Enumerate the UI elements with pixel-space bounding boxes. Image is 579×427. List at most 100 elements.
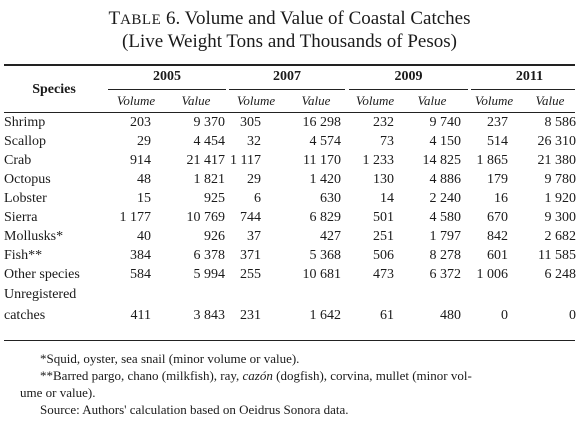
table-cell: 6 372: [429, 267, 462, 282]
bottom-rule: [4, 340, 575, 341]
footnote-fish: **Barred pargo, chano (milkfish), ray, c…: [40, 368, 472, 383]
table-cell: 21 380: [537, 153, 577, 168]
empty-cell: [107, 284, 576, 306]
subheader-volume-2009: Volume: [355, 93, 395, 108]
species-cell: Crab: [4, 153, 32, 168]
year-header-2005: 2005: [153, 69, 181, 84]
table-cell: 14 825: [422, 153, 462, 168]
table-cell: 1 865: [476, 153, 509, 168]
table-cell: 251: [373, 229, 394, 244]
table-cell: 506: [373, 248, 394, 263]
species-cell: Shrimp: [4, 115, 46, 130]
table-cell: 16 298: [302, 115, 342, 130]
table-cell: 630: [320, 191, 341, 206]
table-cell: 3 843: [193, 308, 226, 323]
table-cell: 925: [204, 191, 225, 206]
table-row: Scallop 29 4 454 32 4 574 73 4 150 514 2…: [4, 132, 576, 151]
table-subtitle: (Live Weight Tons and Thousands of Pesos…: [122, 31, 457, 52]
table-cell: 5 368: [309, 248, 342, 263]
table-cell: 6: [254, 191, 261, 206]
table-cell: 914: [130, 153, 151, 168]
table-cell: 179: [487, 172, 508, 187]
table-row: catches 411 3 843 231 1 642 61 480 0 0: [4, 306, 576, 326]
table-cell: 6 829: [309, 210, 342, 225]
species-cell: Fish**: [4, 248, 43, 263]
table-cell: 480: [440, 308, 461, 323]
table-row: Fish** 384 6 378 371 5 368 506 8 278 601…: [4, 246, 576, 265]
species-cell: Other species: [4, 267, 80, 282]
table-cell: 371: [240, 248, 261, 263]
table-row: Other species 584 5 994 255 10 681 473 6…: [4, 265, 576, 284]
year-header-2007: 2007: [273, 69, 301, 84]
table-cell: 10 769: [186, 210, 226, 225]
table-cell: 10 681: [302, 267, 342, 282]
table-cell: 1 233: [362, 153, 395, 168]
table-cell: 4 580: [429, 210, 462, 225]
table-cell: 427: [320, 229, 341, 244]
subheader-volume-2011: Volume: [474, 93, 514, 108]
table-cell: 1 821: [193, 172, 226, 187]
year-header-2011: 2011: [515, 69, 544, 84]
table-cell: 11 585: [538, 248, 576, 263]
year-underline-2011: [471, 89, 575, 90]
table-cell: 6 378: [193, 248, 226, 263]
table-cell: 305: [240, 115, 261, 130]
subheader-volume-2007: Volume: [236, 93, 276, 108]
table-cell: 501: [373, 210, 394, 225]
table-cell: 1 006: [476, 267, 509, 282]
header-rule: [4, 112, 575, 113]
table-cell: 1 177: [119, 210, 152, 225]
subheader-value-2005: Value: [181, 93, 211, 108]
subheader-volume-2005: Volume: [116, 93, 156, 108]
table-cell: 73: [380, 134, 394, 149]
table-cell: 0: [569, 308, 576, 323]
subheader-value-2007: Value: [301, 93, 331, 108]
species-cell: Octopus: [4, 172, 51, 187]
table-cell: 231: [240, 308, 261, 323]
table-row-unregistered-label: Unregistered: [4, 284, 576, 306]
species-cell: Lobster: [4, 191, 47, 206]
table-row: Sierra 1 177 10 769 744 6 829 501 4 580 …: [4, 208, 576, 227]
table-cell: 2 682: [544, 229, 577, 244]
table-cell: 40: [137, 229, 151, 244]
table-cell: 670: [487, 210, 508, 225]
year-underline-2009: [349, 89, 468, 90]
table-row: Lobster 15 925 6 630 14 2 240 16 1 920: [4, 189, 576, 208]
table-cell: 1 797: [429, 229, 462, 244]
table-cell: 926: [204, 229, 225, 244]
table-cell: 5 994: [193, 267, 226, 282]
subheader-value-2009: Value: [417, 93, 447, 108]
table-row: Mollusks* 40 926 37 427 251 1 797 842 2 …: [4, 227, 576, 246]
table-cell: 4 150: [429, 134, 462, 149]
table-cell: 4 454: [193, 134, 226, 149]
table-cell: 37: [247, 229, 261, 244]
table-cell: 26 310: [537, 134, 577, 149]
table-cell: 29: [137, 134, 151, 149]
table-cell: 232: [373, 115, 394, 130]
table-cell: 744: [240, 210, 261, 225]
table-cell: 842: [487, 229, 508, 244]
table-cell: 255: [240, 267, 261, 282]
table-cell: 1 642: [309, 308, 342, 323]
top-rule: [4, 64, 575, 66]
table-cell: 1 420: [309, 172, 342, 187]
table-cell: 1 117: [230, 153, 261, 168]
table-cell: 4 574: [309, 134, 342, 149]
footnote-mollusks: *Squid, oyster, sea snail (minor volume …: [40, 351, 300, 366]
table-cell: 4 886: [429, 172, 462, 187]
year-header-2009: 2009: [394, 69, 423, 84]
species-cell: Scallop: [4, 134, 46, 149]
table-cell: 16: [494, 191, 508, 206]
table-cell: 9 780: [544, 172, 577, 187]
table-row: Crab 914 21 417 1 117 11 170 1 233 14 82…: [4, 151, 576, 170]
table-cell: 601: [487, 248, 508, 263]
table-cell: 130: [373, 172, 394, 187]
table-row: Shrimp 203 9 370 305 16 298 232 9 740 23…: [4, 113, 576, 132]
table-cell: 514: [487, 134, 508, 149]
table-cell: 8 586: [544, 115, 577, 130]
table-cell: 8 278: [429, 248, 462, 263]
table-cell: 61: [380, 308, 394, 323]
subheader-value-2011: Value: [535, 93, 565, 108]
table-cell: 384: [130, 248, 151, 263]
catch-table: Shrimp 203 9 370 305 16 298 232 9 740 23…: [4, 113, 576, 326]
